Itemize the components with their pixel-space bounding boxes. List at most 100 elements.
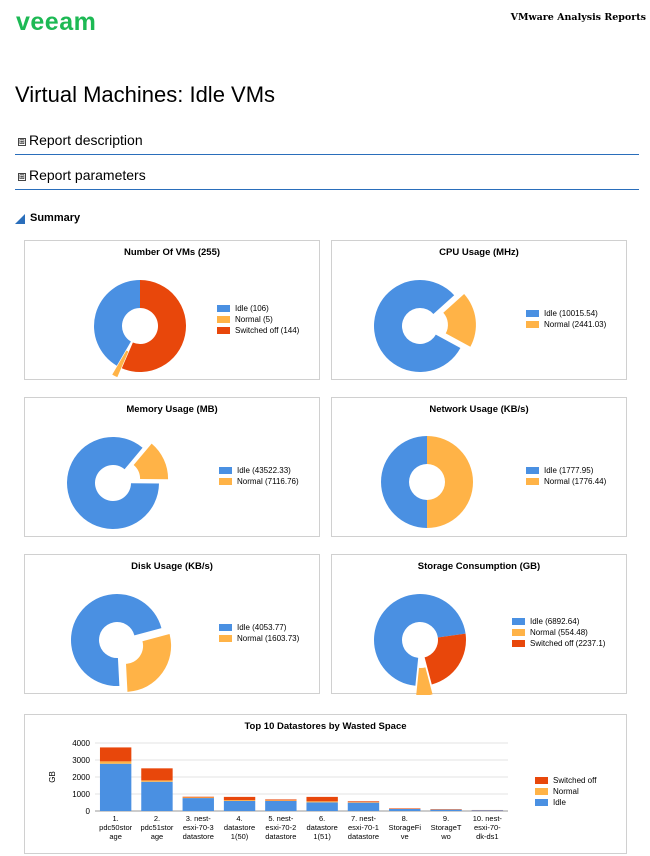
legend-swatch: [217, 316, 230, 323]
legend-item-idle: Idle: [535, 797, 596, 808]
legend-item-idle: Idle (43522.33): [219, 465, 299, 476]
report-name: VMware Analysis Reports: [510, 12, 646, 23]
report-parameters-section[interactable]: ⊞ Report parameters: [15, 164, 639, 190]
report-description-section[interactable]: ⊞ Report description: [15, 129, 639, 155]
x-tick-label: 1(50): [231, 832, 249, 841]
pie-slice-normal[interactable]: [416, 667, 433, 695]
bar-segment-normal[interactable]: [141, 780, 173, 782]
legend-label: Idle (6892.64): [530, 617, 580, 626]
pie-slice-normal[interactable]: [112, 350, 129, 378]
bar-segment-idle[interactable]: [223, 800, 256, 811]
bar-segment-idle[interactable]: [471, 810, 504, 811]
x-tick-label: dk-ds1: [476, 832, 499, 841]
pie-slice-normal[interactable]: [126, 633, 172, 692]
bar-segment-switched-off[interactable]: [306, 796, 338, 802]
bar-segment-idle[interactable]: [306, 802, 338, 811]
bar-segment-switched-off[interactable]: [141, 768, 173, 781]
y-tick-label: 2000: [72, 773, 90, 782]
legend-item-idle: Idle (10015.54): [526, 308, 606, 319]
x-tick-label: esxi-70-1: [348, 823, 379, 832]
chart-title: Network Usage (KB/s): [429, 404, 529, 415]
legend-swatch: [512, 618, 525, 625]
legend-item-switched-off: Switched off (2237.1): [512, 638, 605, 649]
bar-segment-idle[interactable]: [99, 763, 132, 811]
bar-segment-switched-off[interactable]: [223, 796, 256, 801]
pie-slice-idle[interactable]: [373, 594, 466, 686]
legend-item-switched-off: Switched off (144): [217, 325, 299, 336]
x-tick-label: 4.: [236, 814, 242, 823]
bar-segment-idle[interactable]: [265, 800, 297, 811]
x-tick-label: StorageFi: [388, 823, 421, 832]
bar-segment-normal[interactable]: [182, 797, 214, 799]
page-title: Virtual Machines: Idle VMs: [15, 82, 276, 107]
expand-icon[interactable]: ⊞: [18, 138, 26, 146]
legend-label: Idle (10015.54): [544, 309, 598, 318]
x-tick-label: ve: [401, 832, 409, 841]
y-tick-label: 1000: [72, 790, 90, 799]
legend-swatch: [526, 310, 539, 317]
x-tick-label: StorageT: [431, 823, 462, 832]
x-tick-label: datastore: [183, 832, 214, 841]
x-tick-label: wo: [440, 832, 451, 841]
vm-count-chart: Number Of VMs (255) Idle (106) Normal (5)…: [24, 240, 320, 380]
bar-segment-idle[interactable]: [430, 809, 462, 811]
pie-slice-normal[interactable]: [133, 443, 169, 480]
bar-segment-switched-off[interactable]: [389, 808, 421, 809]
legend-swatch: [535, 799, 548, 806]
y-tick-label: 4000: [72, 739, 90, 748]
x-tick-label: 8.: [402, 814, 408, 823]
y-axis-label: GB: [48, 771, 57, 783]
legend-swatch: [526, 478, 539, 485]
legend-item-normal: Normal (1776.44): [526, 476, 606, 487]
chart-title: Number Of VMs (255): [123, 247, 221, 258]
collapse-triangle-icon[interactable]: [14, 213, 26, 225]
legend-label: Switched off (144): [235, 326, 300, 335]
bar-segment-switched-off[interactable]: [347, 801, 380, 803]
bar-segment-switched-off[interactable]: [99, 747, 132, 762]
bar-segment-switched-off[interactable]: [182, 796, 214, 798]
pie-slice-switched-off[interactable]: [424, 633, 466, 685]
x-tick-label: 1.: [113, 814, 119, 823]
y-tick-label: 3000: [72, 756, 90, 765]
bar-segment-idle[interactable]: [347, 802, 380, 811]
chart-title: Top 10 Datastores by Wasted Space: [244, 721, 407, 732]
storage-consumption-chart: Storage Consumption (GB) Idle (6892.64) N…: [331, 554, 627, 695]
legend-label: Normal (554.48): [530, 628, 588, 637]
bar-segment-idle[interactable]: [141, 781, 173, 811]
x-tick-label: 2.: [154, 814, 160, 823]
legend-label: Idle (43522.33): [237, 466, 291, 475]
legend-item-normal: Normal (554.48): [512, 627, 605, 638]
x-tick-label: esxi-70-3: [183, 823, 214, 832]
legend-swatch: [219, 635, 232, 642]
expand-icon[interactable]: ⊞: [18, 173, 26, 181]
bar-segment-normal[interactable]: [223, 800, 256, 801]
chart-title: Memory Usage (MB): [126, 404, 218, 415]
bar-segment-normal[interactable]: [265, 800, 297, 801]
veeam-logo: veeam: [16, 9, 96, 35]
legend-item-idle: Idle (6892.64): [512, 616, 605, 627]
bar-segment-idle[interactable]: [182, 798, 214, 811]
pie-slice-switched-off[interactable]: [121, 280, 187, 372]
x-tick-label: datastore: [307, 823, 338, 832]
legend-swatch: [219, 624, 232, 631]
bar-segment-normal[interactable]: [347, 802, 380, 803]
legend-swatch: [535, 788, 548, 795]
x-tick-label: 5. nest-: [268, 814, 294, 823]
pie-slice-idle[interactable]: [94, 280, 140, 366]
pie-slice-normal[interactable]: [443, 294, 476, 347]
x-tick-label: 6.: [319, 814, 325, 823]
legend-item-normal: Normal (2441.03): [526, 319, 606, 330]
legend-swatch: [217, 305, 230, 312]
x-tick-label: datastore: [224, 823, 255, 832]
pie-slice-idle[interactable]: [67, 436, 159, 529]
pie-slice-idle[interactable]: [381, 436, 428, 528]
bar-segment-normal[interactable]: [99, 761, 132, 764]
bar-segment-idle[interactable]: [389, 808, 421, 811]
pie-slice-normal[interactable]: [427, 436, 474, 528]
disk-usage-chart: Disk Usage (KB/s) Idle (4053.77) Normal (…: [24, 554, 320, 694]
pie-slice-idle[interactable]: [373, 280, 461, 373]
bar-segment-switched-off[interactable]: [265, 799, 297, 801]
pie-slice-idle[interactable]: [70, 594, 162, 687]
bar-segment-normal[interactable]: [306, 801, 338, 803]
legend-swatch: [526, 321, 539, 328]
